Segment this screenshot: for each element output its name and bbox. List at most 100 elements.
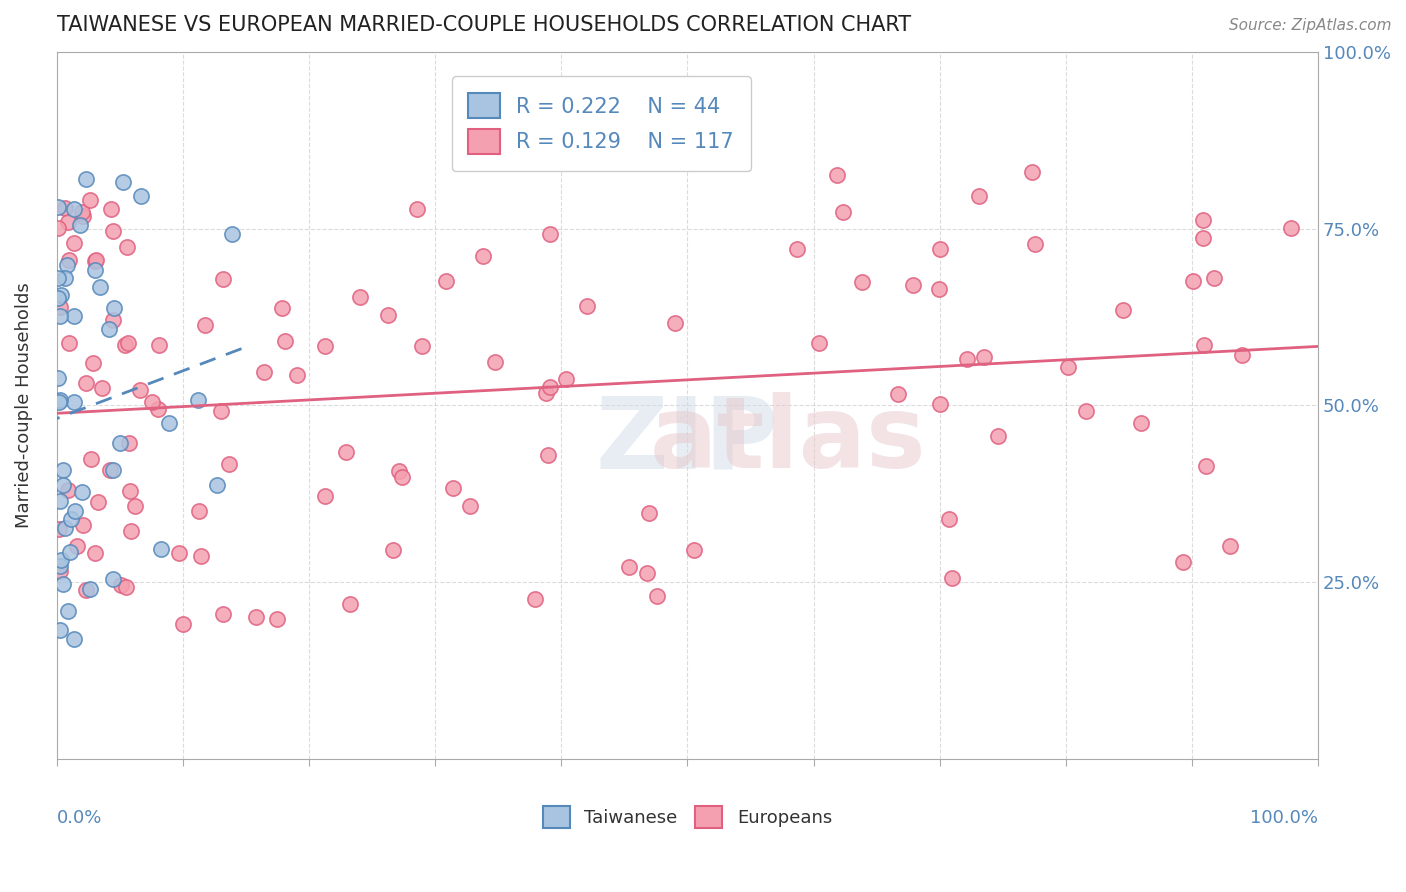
Point (70, 485, 93, 500)
Point (63, 309, 86, 323)
Point (405, 202, 427, 217)
Point (58, 253, 80, 268)
Point (458, 499, 481, 513)
Point (1130, 416, 1153, 430)
Point (110, 435, 132, 450)
Point (89, 280, 111, 294)
Point (114, 338, 136, 352)
Point (52, 463, 75, 477)
Point (167, 546, 190, 560)
Point (52, 577, 75, 591)
Text: 0.0%: 0.0% (56, 808, 103, 827)
Point (1195, 458, 1218, 473)
Point (84, 252, 107, 267)
Point (349, 290, 371, 304)
Point (617, 560, 640, 574)
Point (187, 392, 209, 407)
Point (391, 470, 413, 484)
Point (75, 376, 97, 390)
Text: ZIP: ZIP (596, 392, 779, 490)
Point (83, 262, 105, 277)
Legend: Taiwanese, Europeans: Taiwanese, Europeans (536, 798, 839, 835)
Point (66, 539, 89, 553)
Point (253, 365, 276, 379)
Point (53, 201, 76, 215)
Point (52, 478, 75, 492)
Point (941, 571, 963, 585)
Point (928, 283, 950, 297)
Point (637, 506, 659, 520)
Point (146, 402, 169, 417)
Point (1204, 270, 1226, 285)
Point (471, 249, 494, 263)
Point (98, 322, 121, 336)
Point (270, 301, 292, 315)
Point (887, 387, 910, 401)
Point (117, 335, 139, 350)
Point (1182, 274, 1205, 288)
Point (411, 338, 433, 352)
Point (101, 312, 124, 326)
Point (46, 200, 69, 214)
Point (110, 578, 132, 592)
Point (157, 416, 180, 430)
Point (48, 395, 70, 409)
Point (221, 227, 243, 241)
Point (79, 582, 101, 596)
Point (82, 356, 104, 370)
Point (212, 272, 235, 286)
Point (808, 335, 831, 350)
Point (150, 542, 173, 557)
Point (49, 623, 72, 637)
Point (1192, 231, 1215, 245)
Point (72, 517, 94, 532)
Point (1076, 404, 1098, 418)
Point (1192, 213, 1215, 227)
Point (49, 559, 72, 574)
Point (91, 381, 114, 395)
Point (46, 370, 69, 384)
Point (101, 572, 124, 586)
Text: atlas: atlas (650, 392, 927, 490)
Point (851, 275, 873, 289)
Point (46, 221, 69, 235)
Point (120, 483, 142, 498)
Point (46, 270, 69, 285)
Point (58, 335, 80, 350)
Point (56, 258, 79, 272)
Point (434, 274, 457, 288)
Point (63, 504, 86, 518)
Point (388, 463, 411, 477)
Point (49, 300, 72, 314)
Point (101, 463, 124, 477)
Point (49, 309, 72, 323)
Point (194, 318, 217, 332)
Point (314, 339, 336, 353)
Point (938, 512, 960, 526)
Point (335, 445, 357, 459)
Point (381, 542, 404, 557)
Point (929, 242, 952, 256)
Point (79, 193, 101, 207)
Point (129, 189, 152, 203)
Point (537, 448, 560, 462)
Point (314, 489, 336, 503)
Point (49, 494, 72, 508)
Point (484, 355, 506, 369)
Point (967, 189, 990, 203)
Point (245, 610, 267, 624)
Point (538, 227, 561, 241)
Point (538, 379, 561, 393)
Point (141, 395, 163, 409)
Point (63, 235, 86, 250)
Point (49, 553, 72, 567)
Point (53, 271, 76, 285)
Point (75, 582, 97, 597)
Point (172, 617, 194, 632)
Point (46, 291, 69, 305)
Point (70, 204, 93, 219)
Point (49, 288, 72, 302)
Point (575, 300, 598, 314)
Point (124, 500, 146, 514)
Point (100, 202, 122, 216)
